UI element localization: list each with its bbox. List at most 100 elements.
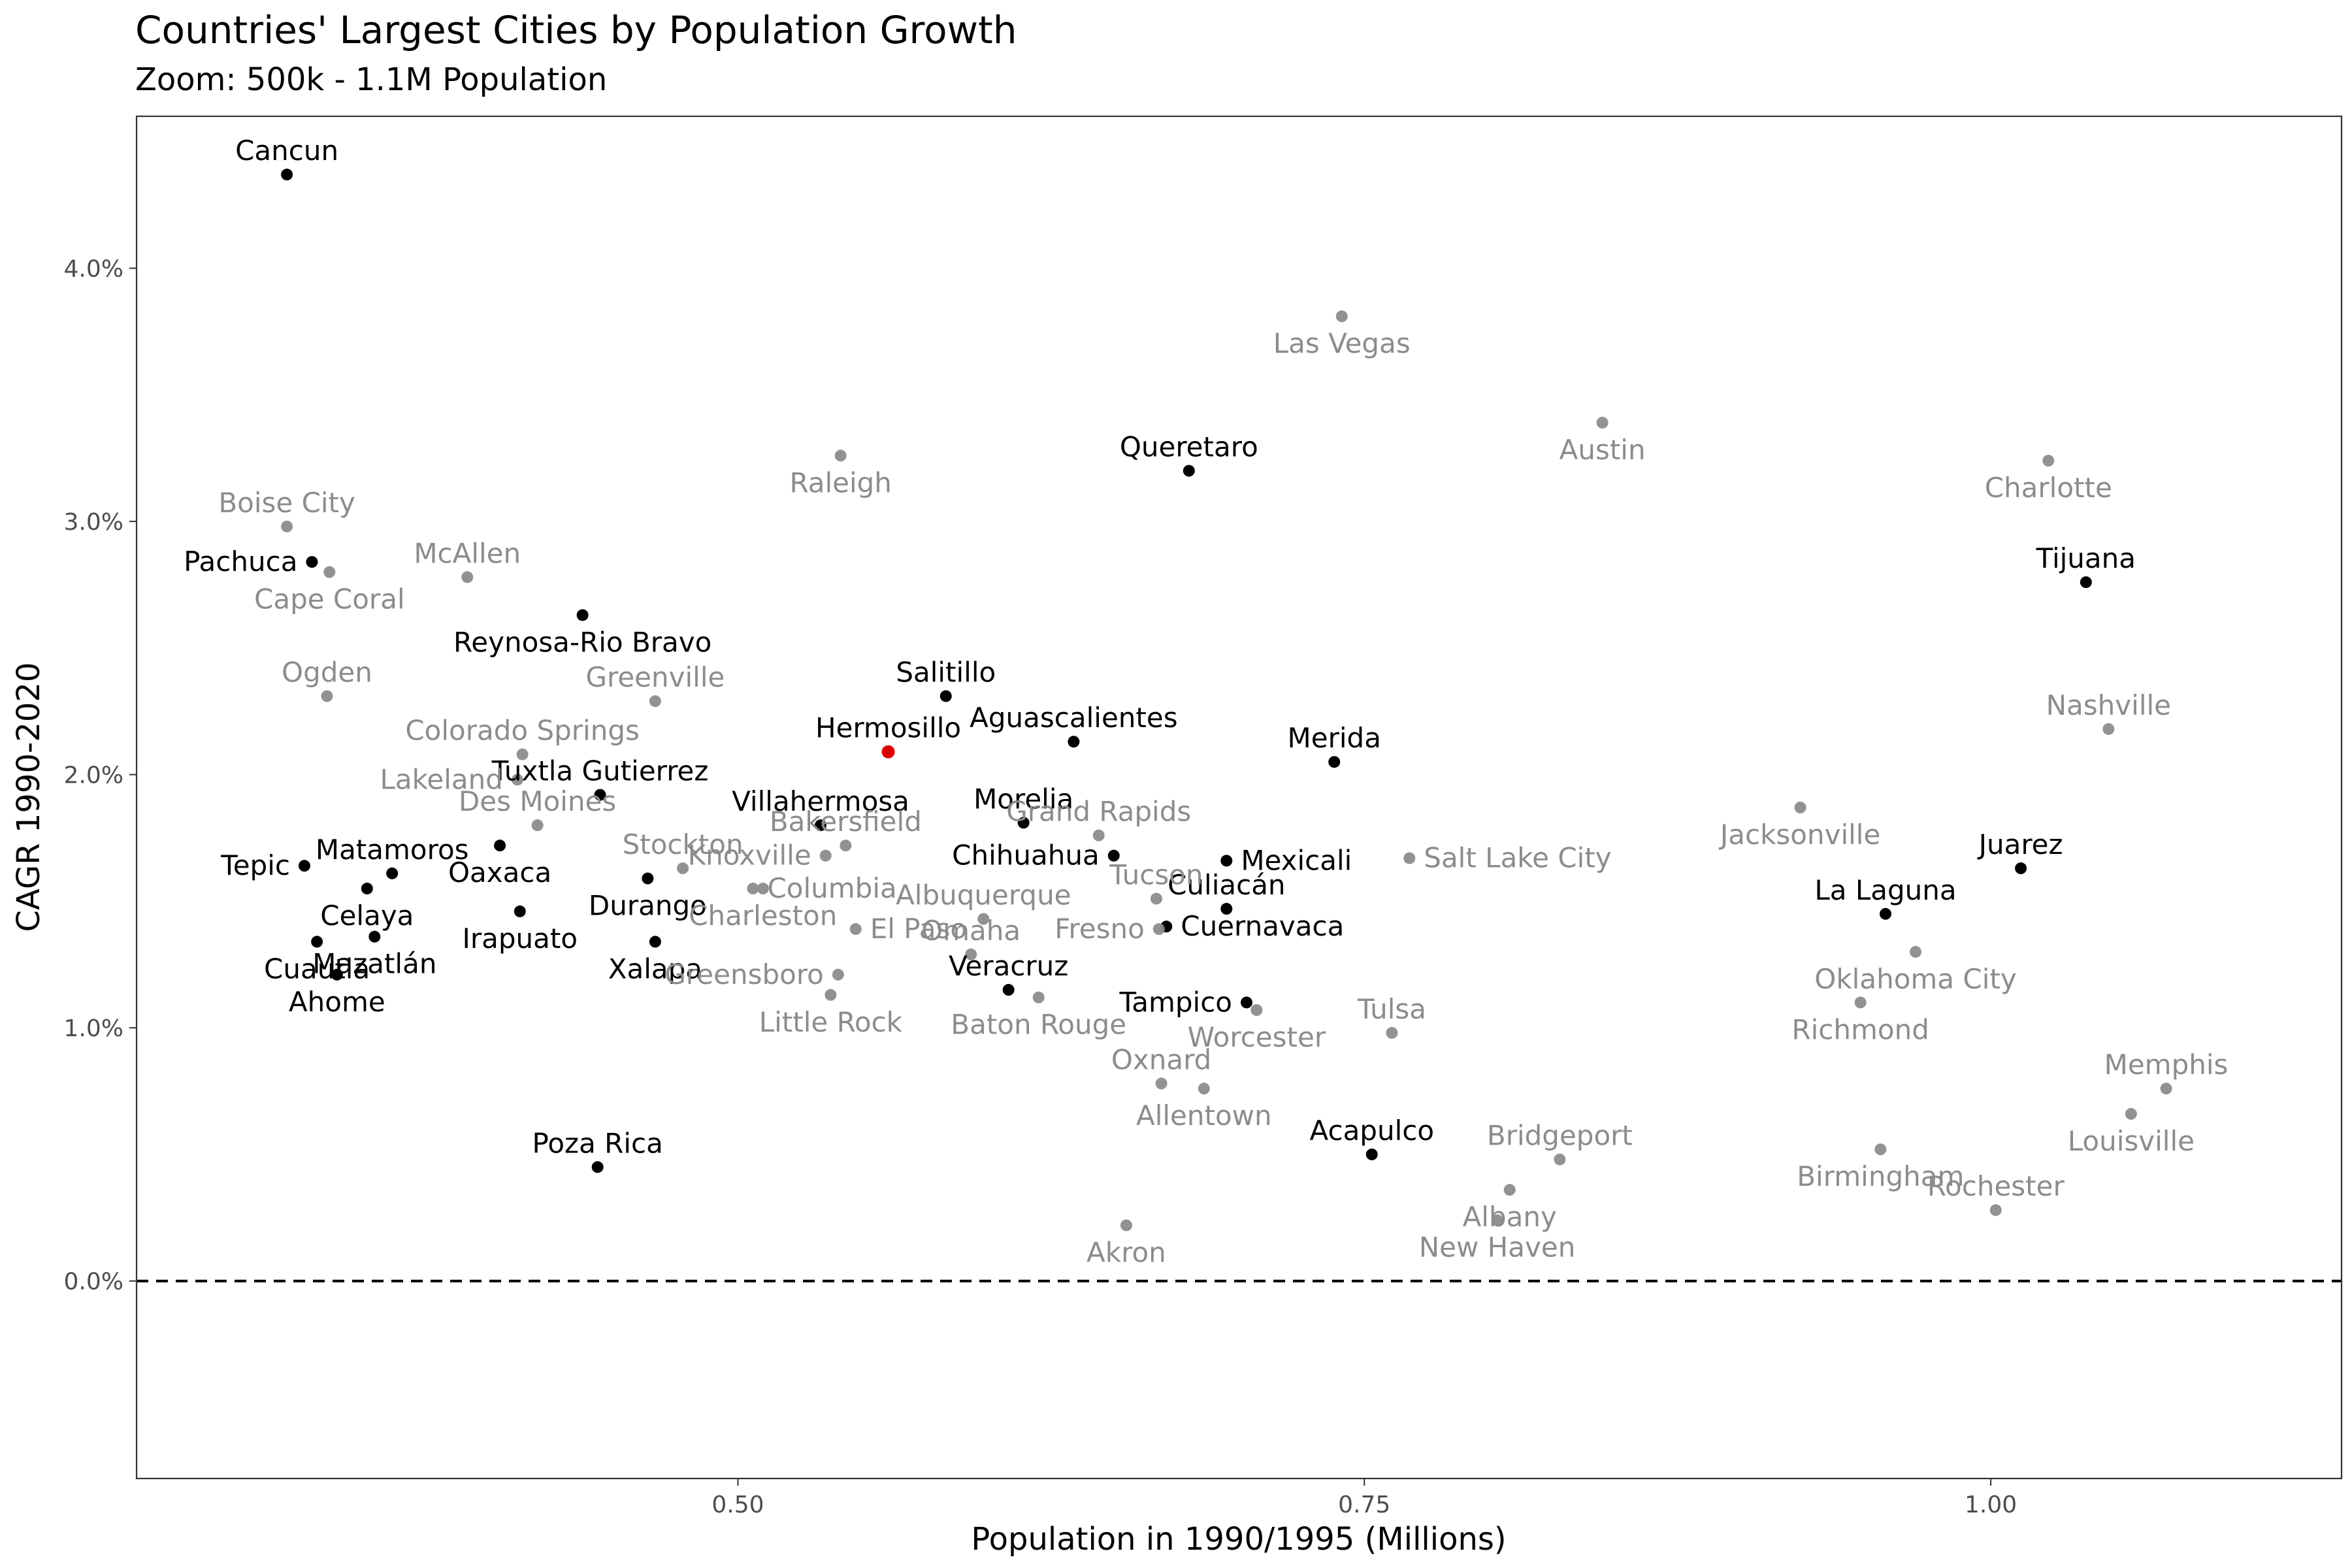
point-label: Little Rock <box>759 1006 903 1038</box>
data-point <box>815 819 827 832</box>
point-label: Baton Rouge <box>951 1009 1126 1041</box>
point-label: Aguascalientes <box>970 702 1177 734</box>
data-point <box>1403 852 1416 864</box>
data-point <box>881 745 895 759</box>
point-label: Tampico <box>1119 986 1232 1018</box>
point-label: Poza Rica <box>532 1127 663 1159</box>
point-label: Acapulco <box>1309 1115 1434 1147</box>
data-point <box>2160 1083 2172 1095</box>
point-label: Merida <box>1288 722 1381 754</box>
point-label: Irapuato <box>463 923 578 955</box>
point-label: Charlotte <box>1985 472 2112 504</box>
data-point <box>2102 723 2115 735</box>
point-label: Cape Coral <box>254 583 405 615</box>
data-point <box>531 819 544 832</box>
data-point <box>594 789 606 801</box>
point-label: Greenville <box>585 661 725 693</box>
point-label: Queretaro <box>1120 431 1258 463</box>
point-label: Morelia <box>973 783 1073 815</box>
point-label: Richmond <box>1791 1013 1929 1045</box>
point-label: New Haven <box>1419 1232 1576 1264</box>
point-label: Chihuahua <box>952 840 1100 872</box>
axes-layer: 0.50 0.75 1.00 0.0% 1.0% 2.0% 3.0% 4.0% <box>64 256 2342 1518</box>
point-label: Grand Rapids <box>1006 796 1191 828</box>
x-tick-label: 1.00 <box>1965 1492 2017 1518</box>
point-label: Culiacán <box>1168 869 1285 901</box>
point-label: Pachuca <box>184 546 297 578</box>
data-point <box>849 923 862 936</box>
labels-layer: Cancun Pachuca Reynosa-Rio Bravo Salitillo H… <box>184 135 2228 1268</box>
plot-panel-border <box>135 115 2343 1480</box>
data-point <box>1879 907 1891 920</box>
chart-subtitle: Zoom: 500k - 1.1M Population <box>135 61 608 98</box>
point-label: Tepic <box>220 849 290 881</box>
data-point <box>977 913 990 925</box>
data-point <box>747 883 759 895</box>
data-point <box>939 690 952 702</box>
data-point <box>1554 1153 1566 1166</box>
points-layer <box>281 169 2172 1232</box>
data-point <box>1155 1077 1168 1090</box>
data-point <box>2125 1107 2137 1120</box>
point-label: Knoxville <box>688 840 811 872</box>
data-point <box>2080 576 2092 589</box>
point-label: Raleigh <box>789 466 891 498</box>
point-label: Lakeland <box>380 763 503 795</box>
data-point <box>591 1161 604 1173</box>
data-point <box>1328 756 1341 768</box>
data-point <box>1120 1219 1132 1232</box>
data-point <box>1002 984 1015 996</box>
data-point <box>331 968 343 981</box>
chart-title: Countries' Largest Cities by Population … <box>135 8 1017 52</box>
point-label: Hermosillo <box>815 712 961 744</box>
data-point <box>576 609 589 621</box>
point-label: Cuernavaca <box>1181 910 1344 942</box>
point-label: Celaya <box>320 900 414 932</box>
data-point <box>1150 892 1162 905</box>
data-point <box>1220 855 1233 867</box>
data-point <box>677 862 689 875</box>
point-label: Albany <box>1463 1201 1557 1233</box>
point-label: Salitillo <box>896 656 996 688</box>
data-point <box>1596 416 1609 429</box>
point-label: La Laguna <box>1814 874 1956 906</box>
point-label: Oxnard <box>1111 1043 1211 1075</box>
x-tick-label: 0.50 <box>711 1492 764 1518</box>
point-label: Nashville <box>2046 689 2171 721</box>
point-label: Mexicali <box>1241 844 1352 876</box>
data-point <box>1910 945 1922 958</box>
data-point <box>494 840 506 852</box>
point-label: Colorado Springs <box>405 715 640 747</box>
data-point <box>516 748 529 760</box>
data-point <box>1092 829 1105 841</box>
point-label: Salt Lake City <box>1424 842 1611 874</box>
data-point <box>1250 1004 1263 1017</box>
point-label: Jacksonville <box>1718 819 1880 851</box>
data-point <box>1491 1214 1503 1226</box>
point-label: Austin <box>1560 434 1646 466</box>
point-label: Omaha <box>921 915 1021 947</box>
point-label: Fresno <box>1054 913 1144 945</box>
data-point <box>361 883 373 895</box>
point-label: Bridgeport <box>1487 1120 1633 1152</box>
point-label: Oaxaca <box>448 857 551 889</box>
point-label: Oklahoma City <box>1814 963 2016 995</box>
point-label: Cuautla <box>264 953 370 985</box>
point-label: Villahermosa <box>732 785 909 817</box>
data-point <box>834 449 847 462</box>
point-label: Juarez <box>1977 828 2063 860</box>
point-label: Tuxtla Gutierrez <box>491 755 709 787</box>
point-label: Boise City <box>218 487 355 519</box>
data-point <box>298 860 310 872</box>
data-point <box>832 968 844 981</box>
data-point <box>819 849 832 862</box>
point-label: Albuquerque <box>896 879 1071 911</box>
point-label: Tucson <box>1109 859 1203 891</box>
data-point <box>323 566 336 578</box>
point-label: El Paso <box>870 913 967 945</box>
data-point <box>1017 817 1030 829</box>
data-point <box>321 690 333 702</box>
data-point <box>461 571 474 583</box>
data-point <box>306 556 318 568</box>
point-label: Veracruz <box>949 950 1068 982</box>
